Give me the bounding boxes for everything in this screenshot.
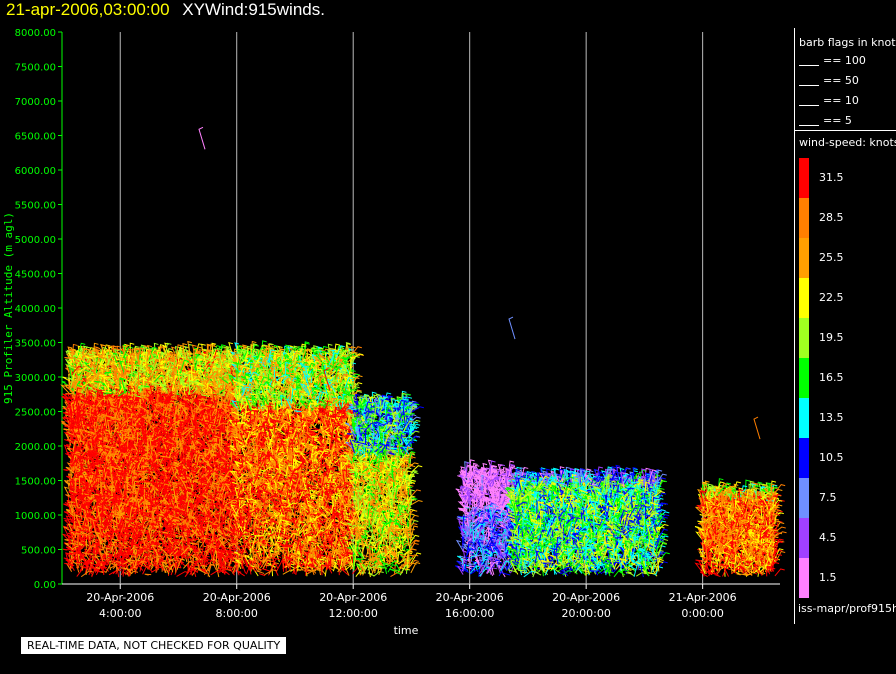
x-tick-label-date: 20-Apr-2006 [86, 591, 154, 604]
y-tick-label: 3500.00 [15, 339, 56, 350]
wind-barb [119, 558, 126, 571]
y-tick-label: 6500.00 [15, 132, 56, 143]
wind-barb [187, 532, 195, 540]
wind-barb [186, 564, 193, 575]
x-tick-label-date: 20-Apr-2006 [319, 591, 387, 604]
x-tick-label-date: 21-Apr-2006 [669, 591, 737, 604]
wind-barb [62, 548, 70, 551]
x-tick-label-time: 0:00:00 [681, 607, 723, 620]
x-tick-label-time: 16:00:00 [445, 607, 494, 620]
wind-barb [87, 554, 95, 567]
wind-barb [82, 550, 94, 557]
wind-barb [65, 494, 74, 500]
y-tick-label: 1000.00 [15, 511, 56, 522]
y-tick-label: 4500.00 [15, 270, 56, 281]
y-tick-label: 7000.00 [15, 97, 56, 108]
y-tick-label: 7500.00 [15, 63, 56, 74]
x-tick-label-time: 4:00:00 [99, 607, 141, 620]
chart-header: 21-apr-2006,03:00:00 XYWind:915winds. [6, 0, 325, 24]
wind-barb [197, 568, 207, 575]
y-tick-label: 1500.00 [15, 477, 56, 488]
wind-barb [60, 384, 70, 394]
y-tick-label: 2000.00 [15, 442, 56, 453]
x-tick-label-date: 20-Apr-2006 [552, 591, 620, 604]
wind-barb [106, 472, 112, 485]
x-tick-label-date: 20-Apr-2006 [436, 591, 504, 604]
wind-barb [61, 533, 71, 542]
y-tick-label: 3000.00 [15, 373, 56, 384]
y-tick-label: 5500.00 [15, 201, 56, 212]
x-tick-label-time: 20:00:00 [561, 607, 610, 620]
y-tick-label: 0.00 [34, 580, 56, 591]
wind-barb [211, 345, 222, 359]
y-tick-label: 2500.00 [15, 408, 56, 419]
x-tick-label-time: 8:00:00 [216, 607, 258, 620]
header-date: 21-apr-2006,03:00:00 [6, 0, 170, 19]
wind-profile-plot: 0.00 500.00 1000.00 1500.00 2000.00 2500.00 30… [2, 28, 787, 637]
wind-barb [108, 569, 122, 576]
wind-barb [144, 573, 152, 576]
wind-barbs [60, 126, 787, 578]
y-tick-label: 4000.00 [15, 304, 56, 315]
x-tick-label-time: 12:00:00 [328, 607, 377, 620]
wind-barb [63, 517, 73, 521]
wind-barb [61, 380, 71, 387]
y-tick-label: 5000.00 [15, 235, 56, 246]
y-tick-label: 8000.00 [15, 28, 56, 39]
y-tick-label: 500.00 [21, 546, 56, 557]
x-axis-label: time [394, 624, 419, 637]
header-title: XYWind:915winds. [182, 0, 325, 19]
y-tick-label: 6000.00 [15, 166, 56, 177]
y-axis-label: 915 Profiler Altitude (m agl) [2, 212, 15, 404]
x-tick-label-date: 20-Apr-2006 [203, 591, 271, 604]
